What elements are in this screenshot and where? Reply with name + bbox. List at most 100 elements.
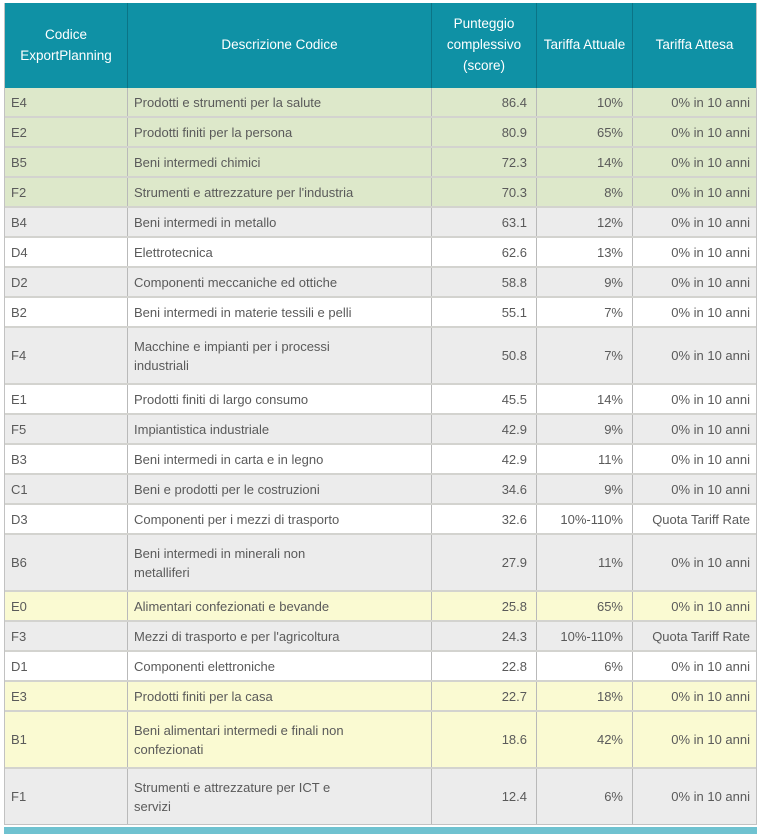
bottom-accent-bar (4, 827, 757, 834)
cell-description: Alimentari confezionati e bevande (128, 592, 432, 620)
cell-code: F4 (5, 328, 128, 383)
cell-code: D2 (5, 268, 128, 296)
table-row: B6 Beni intermedi in minerali non metall… (5, 535, 756, 592)
cell-tariffa-attuale: 7% (537, 328, 633, 383)
tariff-score-table: Codice ExportPlanning Descrizione Codice… (4, 3, 757, 825)
cell-tariffa-attuale: 10% (537, 88, 633, 116)
table-row: F2 Strumenti e attrezzature per l'indust… (5, 178, 756, 208)
cell-tariffa-attesa: 0% in 10 anni (671, 451, 750, 467)
table-row: B2 Beni intermedi in materie tessili e p… (5, 298, 756, 328)
cell-tariffa-attuale: 13% (537, 238, 633, 266)
cell-tariffa-attuale: 14% (537, 385, 633, 413)
cell-tariffa-attesa: 0% in 10 anni (671, 304, 750, 320)
cell-score: 12.4 (432, 769, 537, 824)
cell-tariffa-attuale: 42% (537, 712, 633, 767)
table-row: D2 Componenti meccaniche ed ottiche 58.8… (5, 268, 756, 298)
cell-tariffa-attuale: 18% (537, 682, 633, 710)
cell-code: E0 (5, 592, 128, 620)
table-row: D3 Componenti per i mezzi di trasporto 3… (5, 505, 756, 535)
table-body: E4 Prodotti e strumenti per la salute 86… (5, 88, 756, 824)
column-header-descrizione-codice: Descrizione Codice (128, 3, 432, 88)
column-header-tariffa-attesa: Tariffa Attesa (655, 37, 734, 53)
cell-tariffa-attuale: 10%-110% (537, 505, 633, 533)
cell-tariffa-attesa: 0% in 10 anni (671, 274, 750, 290)
cell-tariffa-attuale: 11% (537, 445, 633, 473)
cell-description: Macchine e impianti per i processi indus… (128, 328, 432, 383)
cell-code: D4 (5, 238, 128, 266)
table-row: E4 Prodotti e strumenti per la salute 86… (5, 88, 756, 118)
cell-tariffa-attesa: 0% in 10 anni (671, 732, 750, 747)
table-row: F4 Macchine e impianti per i processi in… (5, 328, 756, 385)
table-row: B1 Beni alimentari intermedi e finali no… (5, 712, 756, 769)
cell-tariffa-attuale: 65% (537, 592, 633, 620)
cell-tariffa-attesa: 0% in 10 anni (671, 658, 750, 674)
cell-description: Strumenti e attrezzature per l'industria (128, 178, 432, 206)
cell-score: 70.3 (432, 178, 537, 206)
cell-tariffa-attesa: 0% in 10 anni (671, 789, 750, 804)
cell-score: 58.8 (432, 268, 537, 296)
cell-code: C1 (5, 475, 128, 503)
cell-score: 50.8 (432, 328, 537, 383)
cell-code: E4 (5, 88, 128, 116)
cell-description: Strumenti e attrezzature per ICT e servi… (128, 769, 432, 824)
cell-code: B3 (5, 445, 128, 473)
cell-score: 24.3 (432, 622, 537, 650)
cell-score: 22.8 (432, 652, 537, 680)
table-row: F5 Impiantistica industriale 42.9 9% 0% … (5, 415, 756, 445)
cell-description: Beni intermedi in carta e in legno (128, 445, 432, 473)
cell-tariffa-attesa: Quota Tariff Rate (652, 628, 750, 644)
cell-code: B5 (5, 148, 128, 176)
table-row: E0 Alimentari confezionati e bevande 25.… (5, 592, 756, 622)
cell-code: E1 (5, 385, 128, 413)
cell-description: Prodotti finiti per la casa (128, 682, 432, 710)
cell-code: D1 (5, 652, 128, 680)
column-header-tariffa-attuale: Tariffa Attuale (537, 3, 633, 88)
cell-description: Impiantistica industriale (128, 415, 432, 443)
cell-description: Beni alimentari intermedi e finali non c… (128, 712, 432, 767)
cell-code: B2 (5, 298, 128, 326)
cell-score: 80.9 (432, 118, 537, 146)
cell-description: Componenti per i mezzi di trasporto (128, 505, 432, 533)
cell-code: B6 (5, 535, 128, 590)
cell-tariffa-attesa: 0% in 10 anni (671, 421, 750, 437)
cell-tariffa-attesa: 0% in 10 anni (671, 481, 750, 497)
cell-tariffa-attesa: 0% in 10 anni (671, 124, 750, 140)
cell-code: F3 (5, 622, 128, 650)
cell-description: Prodotti finiti di largo consumo (128, 385, 432, 413)
table-row: C1 Beni e prodotti per le costruzioni 34… (5, 475, 756, 505)
table-row: E3 Prodotti finiti per la casa 22.7 18% … (5, 682, 756, 712)
table-row: E1 Prodotti finiti di largo consumo 45.5… (5, 385, 756, 415)
cell-description: Beni e prodotti per le costruzioni (128, 475, 432, 503)
cell-tariffa-attuale: 10%-110% (537, 622, 633, 650)
cell-description: Beni intermedi in materie tessili e pell… (128, 298, 432, 326)
table-row: B3 Beni intermedi in carta e in legno 42… (5, 445, 756, 475)
cell-description: Componenti elettroniche (128, 652, 432, 680)
cell-description: Prodotti finiti per la persona (128, 118, 432, 146)
cell-description: Beni intermedi in metallo (128, 208, 432, 236)
cell-score: 27.9 (432, 535, 537, 590)
cell-code: E3 (5, 682, 128, 710)
cell-score: 62.6 (432, 238, 537, 266)
cell-score: 34.6 (432, 475, 537, 503)
cell-code: E2 (5, 118, 128, 146)
cell-code: F2 (5, 178, 128, 206)
cell-score: 45.5 (432, 385, 537, 413)
cell-tariffa-attuale: 12% (537, 208, 633, 236)
table-row: F1 Strumenti e attrezzature per ICT e se… (5, 769, 756, 824)
cell-description: Mezzi di trasporto e per l'agricoltura (128, 622, 432, 650)
cell-tariffa-attuale: 9% (537, 475, 633, 503)
column-header-codice-exportplanning: Codice ExportPlanning (5, 3, 128, 88)
cell-score: 42.9 (432, 445, 537, 473)
cell-code: B4 (5, 208, 128, 236)
cell-code: B1 (5, 712, 128, 767)
cell-code: F5 (5, 415, 128, 443)
table-row: F3 Mezzi di trasporto e per l'agricoltur… (5, 622, 756, 652)
cell-score: 63.1 (432, 208, 537, 236)
cell-score: 72.3 (432, 148, 537, 176)
cell-tariffa-attuale: 8% (537, 178, 633, 206)
cell-tariffa-attuale: 9% (537, 415, 633, 443)
cell-score: 42.9 (432, 415, 537, 443)
cell-tariffa-attesa: 0% in 10 anni (671, 688, 750, 704)
cell-tariffa-attesa: 0% in 10 anni (671, 184, 750, 200)
cell-tariffa-attuale: 11% (537, 535, 633, 590)
